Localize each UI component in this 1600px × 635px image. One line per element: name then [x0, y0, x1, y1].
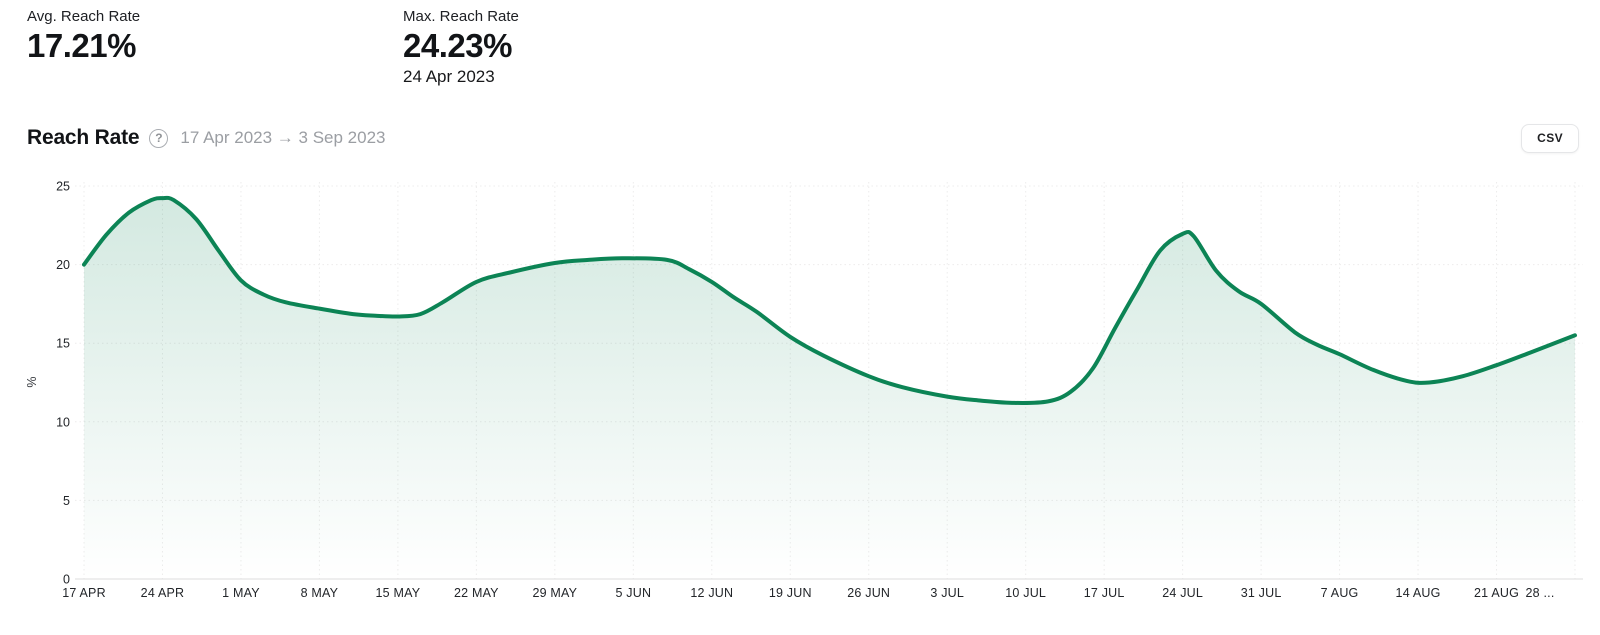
x-tick-label: 14 AUG	[1396, 586, 1441, 600]
x-tick-label: 26 JUN	[847, 586, 890, 600]
y-tick-label: 10	[56, 415, 70, 429]
x-tick-label: 21 AUG	[1474, 586, 1519, 600]
max-reach-rate-label: Max. Reach Rate	[403, 8, 519, 25]
x-axis-labels: 17 APR 24 APR 1 MAY 8 MAY 15 MAY 22 MAY 29 MAY…	[62, 586, 1554, 600]
help-icon[interactable]: ?	[149, 128, 169, 148]
x-tick-label: 19 JUN	[769, 586, 812, 600]
avg-reach-rate-value: 17.21%	[27, 27, 136, 64]
x-tick-label: 29 MAY	[532, 586, 577, 600]
max-reach-rate-value: 24.23%	[403, 27, 512, 64]
y-axis-title: %	[25, 376, 39, 387]
x-tick-label: 15 MAY	[376, 586, 421, 600]
x-tick-label: 17 JUL	[1084, 586, 1125, 600]
x-tick-label: 5 JUN	[615, 586, 651, 600]
y-tick-label: 15	[56, 337, 70, 351]
x-tick-label: 24 JUL	[1162, 586, 1203, 600]
x-tick-label: 22 MAY	[454, 586, 499, 600]
max-reach-rate-stat: Max. Reach Rate 24.23% 24 Apr 2023	[403, 8, 519, 87]
y-axis-labels: 0 5 10 15 20 25	[56, 180, 70, 587]
reach-rate-area-fill	[84, 197, 1575, 580]
date-range-label: 17 Apr 2023 → 3 Sep 2023	[180, 128, 386, 147]
reach-rate-line	[82, 195, 1577, 406]
chart-title: Reach Rate	[27, 126, 140, 149]
csv-export-button[interactable]: CSV	[1521, 123, 1579, 153]
x-tick-label: 8 MAY	[301, 586, 339, 600]
x-tick-label: 28 ...	[1526, 586, 1555, 600]
x-tick-label: 31 JUL	[1241, 586, 1282, 600]
avg-reach-rate-label: Avg. Reach Rate	[27, 8, 141, 25]
x-tick-label: 3 JUL	[930, 586, 964, 600]
x-tick-label: 24 APR	[141, 586, 185, 600]
x-tick-label: 17 APR	[62, 586, 106, 600]
chart-header-row: Reach Rate ? 17 Apr 2023 → 3 Sep 2023 CS…	[27, 117, 1579, 159]
chart-plot-area[interactable]	[84, 186, 1575, 579]
y-tick-label: 25	[56, 180, 70, 194]
max-reach-rate-date: 24 Apr 2023	[403, 67, 495, 86]
y-tick-label: 20	[56, 258, 70, 272]
y-tick-label: 5	[63, 494, 70, 508]
x-tick-label: 1 MAY	[222, 586, 260, 600]
x-tick-label: 12 JUN	[690, 586, 733, 600]
x-tick-label: 10 JUL	[1005, 586, 1046, 600]
avg-reach-rate-stat: Avg. Reach Rate 17.21%	[27, 8, 140, 64]
y-tick-label: 0	[63, 573, 70, 587]
x-tick-label: 7 AUG	[1321, 586, 1359, 600]
